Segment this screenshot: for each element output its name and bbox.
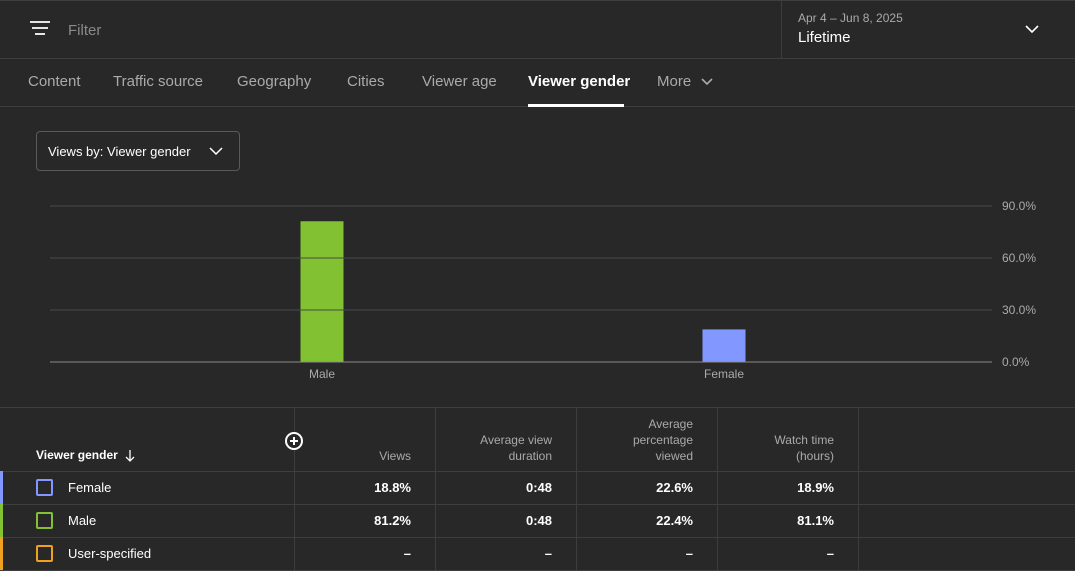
tab-viewer-age[interactable]: Viewer age (422, 73, 497, 90)
add-column-icon[interactable] (285, 432, 303, 450)
row-label: Male (68, 513, 97, 528)
y-tick-label: 60.0% (1002, 251, 1036, 265)
y-tick-label: 30.0% (1002, 303, 1036, 317)
cell-avg-view-duration: 0:48 (525, 480, 552, 495)
cell-avg-view-duration: 0:48 (525, 513, 552, 528)
y-tick-label: 90.0% (1002, 199, 1036, 213)
filter-bar: Filter Apr 4 – Jun 8, 2025 Lifetime (0, 0, 1075, 59)
row-label: Female (68, 480, 112, 495)
tab-cities[interactable]: Cities (347, 73, 385, 90)
cell-avg-pct-viewed: – (685, 546, 693, 561)
column-header-viewer-gender[interactable]: Viewer gender (36, 448, 118, 462)
chevron-down-icon (1025, 25, 1039, 34)
row-checkbox[interactable] (36, 479, 53, 496)
row-checkbox[interactable] (36, 545, 53, 562)
date-range-selector[interactable]: Apr 4 – Jun 8, 2025 Lifetime (781, 1, 1075, 59)
tab-more-label: More (657, 73, 692, 90)
table-row-female[interactable]: Female 18.8% 0:48 22.6% 18.9% (0, 471, 1075, 504)
cell-avg-view-duration: – (544, 546, 552, 561)
cell-views: 18.8% (374, 480, 411, 495)
tab-content[interactable]: Content (28, 73, 81, 90)
date-range-text: Apr 4 – Jun 8, 2025 (798, 11, 903, 25)
bar-male (300, 221, 344, 362)
cell-watch-time: – (826, 546, 834, 561)
views-by-label: Views by: Viewer gender (48, 144, 191, 159)
table-row-user-specified[interactable]: User-specified – – – – (0, 537, 1075, 570)
column-header-watch-time[interactable]: Watch time (hours) (774, 433, 834, 463)
chevron-down-icon (701, 78, 713, 86)
filter-icon[interactable] (30, 21, 50, 37)
tab-traffic-source[interactable]: Traffic source (113, 73, 204, 90)
cell-views: – (403, 546, 411, 561)
cell-watch-time: 81.1% (797, 513, 834, 528)
cell-views: 81.2% (374, 513, 411, 528)
date-period-text: Lifetime (798, 29, 851, 46)
tab-more[interactable]: More (657, 73, 713, 90)
tab-bar: Content Traffic source Geography Cities … (0, 59, 1075, 107)
row-color-bar (0, 537, 3, 570)
row-color-bar (0, 504, 3, 537)
cell-avg-pct-viewed: 22.4% (656, 513, 693, 528)
column-header-avg-view-duration[interactable]: Average view duration (480, 433, 552, 463)
active-tab-indicator (528, 104, 624, 107)
bar-female (702, 329, 746, 362)
cell-avg-pct-viewed: 22.6% (656, 480, 693, 495)
row-color-bar (0, 471, 3, 504)
column-header-avg-pct-viewed[interactable]: Average percentage viewed (632, 417, 693, 463)
y-tick-label: 0.0% (1002, 355, 1030, 369)
filter-input[interactable]: Filter (68, 22, 102, 39)
cell-watch-time: 18.9% (797, 480, 834, 495)
tab-viewer-gender[interactable]: Viewer gender (528, 73, 631, 90)
x-tick-label: Male (309, 367, 335, 381)
gender-table: Viewer gender Views Average view duratio… (0, 407, 1075, 571)
chevron-down-icon (209, 147, 223, 156)
row-checkbox[interactable] (36, 512, 53, 529)
arrow-down-icon[interactable] (124, 449, 136, 463)
column-header-views[interactable]: Views (379, 449, 411, 463)
tab-geography[interactable]: Geography (237, 73, 312, 90)
row-label: User-specified (68, 546, 152, 561)
table-row-male[interactable]: Male 81.2% 0:48 22.4% 81.1% (0, 504, 1075, 537)
gender-bar-chart: Male Female 0.0% 30.0% 60.0% 90.0% (50, 199, 1036, 381)
views-by-dropdown[interactable]: Views by: Viewer gender (36, 131, 240, 171)
x-tick-label: Female (704, 367, 744, 381)
